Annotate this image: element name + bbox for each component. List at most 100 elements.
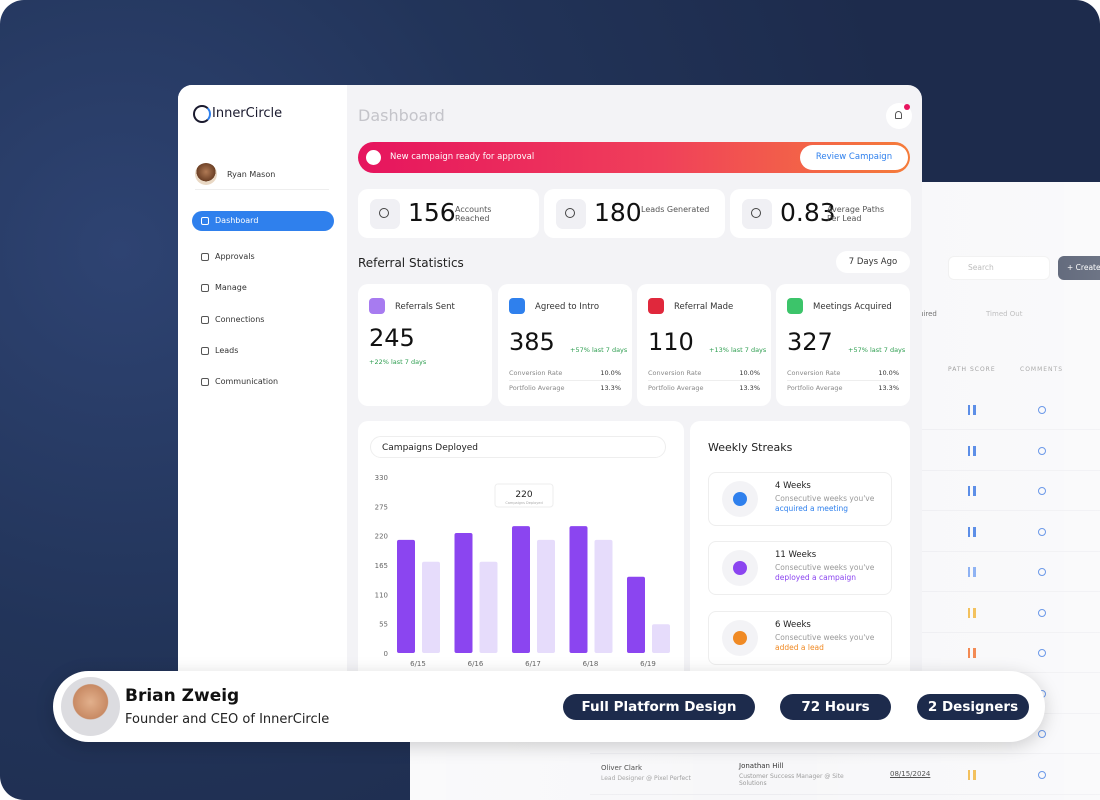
avatar bbox=[61, 677, 120, 736]
contact-name: Jonathan Hill bbox=[739, 762, 783, 770]
create-button[interactable]: + Create bbox=[1058, 256, 1100, 280]
bell-icon bbox=[895, 111, 902, 119]
streak-item: 6 Weeks Consecutive weeks you've added a l… bbox=[708, 611, 892, 665]
divider bbox=[509, 380, 621, 381]
bar bbox=[569, 526, 588, 653]
comment-icon bbox=[1038, 649, 1046, 657]
search-text: Search bbox=[968, 263, 994, 272]
path-score-icon bbox=[968, 567, 976, 577]
metric-value: 13.3% bbox=[600, 384, 621, 392]
streak-icon bbox=[733, 631, 747, 645]
brand: InnerCircle bbox=[212, 106, 283, 121]
comment-icon bbox=[1038, 487, 1046, 495]
contact-role: Customer Success Manager @ Site Solution… bbox=[739, 773, 849, 787]
logo-icon bbox=[193, 105, 211, 123]
avatar bbox=[195, 163, 217, 185]
bar bbox=[652, 624, 670, 653]
tab: Timed Out bbox=[986, 310, 1023, 318]
referral-value: 327 bbox=[787, 328, 833, 356]
bar bbox=[512, 526, 530, 653]
review-button[interactable]: Review Campaign bbox=[800, 145, 908, 170]
metric-label: Conversion Rate bbox=[787, 369, 841, 377]
chart-selector[interactable]: Campaigns Deployed bbox=[370, 436, 666, 458]
testimonial-bar: Brian Zweig Founder and CEO of InnerCircl… bbox=[53, 671, 1045, 742]
path-score-icon bbox=[968, 445, 976, 456]
nav-item[interactable]: Leads bbox=[192, 341, 334, 361]
stat-label: Average Paths Per Lead bbox=[827, 205, 885, 223]
referral-card: Referral Made 110 +13% last 7 days Conversi… bbox=[637, 284, 771, 406]
section-title: Referral Statistics bbox=[358, 256, 464, 270]
path-score-icon bbox=[968, 405, 976, 415]
streak-item: 4 Weeks Consecutive weeks you've acquired … bbox=[708, 472, 892, 526]
y-tick-label: 55 bbox=[379, 621, 388, 629]
metric-label: Portfolio Average bbox=[787, 384, 843, 392]
y-tick-label: 165 bbox=[375, 562, 388, 570]
referral-card: Agreed to Intro 385 +57% last 7 days Conver… bbox=[498, 284, 632, 406]
row-divider bbox=[590, 793, 1100, 795]
comment-icon bbox=[1038, 608, 1046, 617]
stat-card: 180 Leads Generated bbox=[544, 189, 725, 238]
bar bbox=[422, 561, 440, 653]
y-tick-label: 275 bbox=[375, 503, 388, 511]
banner-text: New campaign ready for approval bbox=[390, 152, 535, 162]
chart-title: Campaigns Deployed bbox=[382, 443, 479, 453]
dashboard-window: InnerCircle Ryan Mason Dashboard Approvals M… bbox=[178, 85, 922, 685]
metric-value: 10.0% bbox=[600, 369, 621, 377]
streak-title: 11 Weeks bbox=[775, 550, 817, 560]
nav-item[interactable]: Dashboard bbox=[192, 211, 334, 231]
nav-label: Manage bbox=[215, 283, 247, 292]
nav-item[interactable]: Manage bbox=[192, 278, 334, 298]
info-icon bbox=[366, 150, 381, 165]
stat-value: 180 bbox=[594, 198, 642, 227]
path-score-icon bbox=[968, 648, 976, 658]
nav-label: Connections bbox=[215, 315, 265, 324]
tooltip-value: 220 bbox=[515, 490, 532, 500]
streak-link: added a lead bbox=[775, 643, 824, 652]
notification-button[interactable] bbox=[886, 103, 912, 129]
referral-name: Referrals Sent bbox=[395, 302, 455, 312]
column-header: COMMENTS bbox=[1020, 366, 1063, 373]
search-box bbox=[948, 256, 1050, 280]
y-tick-label: 110 bbox=[375, 591, 388, 599]
nav-item[interactable]: Approvals bbox=[192, 247, 334, 267]
sidebar: InnerCircle Ryan Mason Dashboard Approvals M… bbox=[178, 85, 347, 685]
stat-label: Leads Generated bbox=[641, 205, 710, 214]
nav-icon bbox=[201, 378, 209, 386]
streak-link: acquired a meeting bbox=[775, 504, 849, 513]
stat-card: 0.83 Average Paths Per Lead bbox=[730, 189, 911, 238]
stat-icon-glyph bbox=[565, 208, 575, 218]
stat-value: 0.83 bbox=[780, 198, 836, 227]
stat-card: 156 Accounts Reached bbox=[358, 189, 539, 238]
tag: 72 Hours bbox=[780, 694, 891, 720]
column-header: PATH SCORE bbox=[948, 366, 996, 373]
range-dropdown[interactable]: 7 Days Ago bbox=[836, 251, 910, 273]
x-tick-label: 6/17 bbox=[525, 660, 541, 668]
referral-change: +57% last 7 days bbox=[570, 346, 628, 354]
x-tick-label: 6/18 bbox=[583, 660, 599, 668]
referral-change: +57% last 7 days bbox=[848, 346, 906, 354]
referral-card: Referrals Sent 245 +22% last 7 days bbox=[358, 284, 492, 406]
user-name: Ryan Mason bbox=[227, 170, 276, 179]
metric-value: 10.0% bbox=[739, 369, 760, 377]
comment-icon bbox=[1038, 730, 1046, 738]
bar-chart: 0 55 110 165 220 275 330 6/15 6/16 6/17 6/18 6/19 22… bbox=[375, 474, 670, 668]
page-title: Dashboard bbox=[358, 106, 445, 125]
streak-text: Consecutive weeks you've bbox=[775, 563, 875, 572]
streak-icon bbox=[733, 561, 747, 575]
banner: New campaign ready for approval Review Ca… bbox=[358, 142, 910, 173]
date: 08/15/2024 bbox=[890, 770, 930, 778]
row-divider bbox=[590, 753, 1100, 754]
divider bbox=[787, 380, 899, 381]
divider bbox=[648, 380, 760, 381]
stat-label: Accounts Reached bbox=[455, 205, 492, 223]
stat-icon-glyph bbox=[379, 208, 389, 218]
nav-item[interactable]: Connections bbox=[192, 310, 334, 330]
comment-icon bbox=[1038, 770, 1046, 779]
metric-value: 13.3% bbox=[739, 384, 760, 392]
nav-icon bbox=[201, 347, 209, 355]
referral-name: Agreed to Intro bbox=[535, 302, 600, 312]
nav-item[interactable]: Communication bbox=[192, 372, 334, 392]
chart-card: Campaigns Deployed 0 55 110 165 220 275 330 6/15… bbox=[358, 421, 684, 685]
nav-label: Dashboard bbox=[215, 216, 259, 225]
